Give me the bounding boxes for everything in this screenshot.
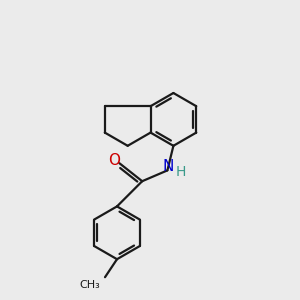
Text: N: N — [163, 159, 174, 174]
Text: O: O — [109, 153, 121, 168]
Text: H: H — [176, 165, 186, 178]
Text: CH₃: CH₃ — [80, 280, 100, 290]
